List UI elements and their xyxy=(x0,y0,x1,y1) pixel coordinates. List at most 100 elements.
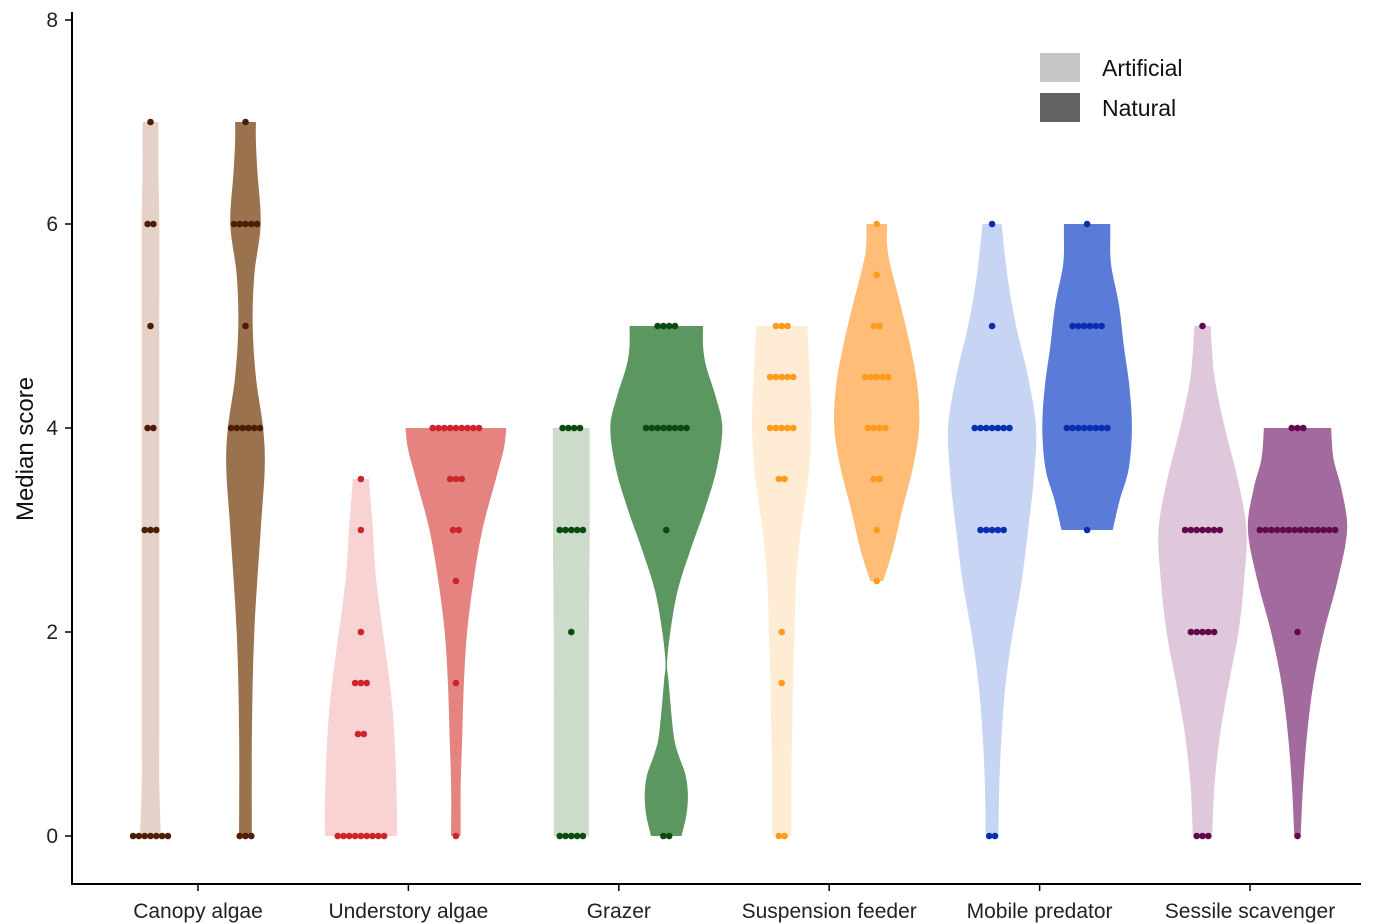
point-mobile-predator-natural xyxy=(1075,322,1082,330)
point-mobile-predator-natural xyxy=(1092,424,1100,432)
point-canopy-algae-natural xyxy=(236,832,243,840)
point-sessile-scavenger-natural xyxy=(1331,526,1339,534)
point-sessile-scavenger-natural xyxy=(1273,526,1281,534)
legend-label-artificial: Artificial xyxy=(1102,55,1183,81)
point-mobile-predator-artificial xyxy=(971,424,978,432)
point-suspension-feeder-natural xyxy=(876,322,883,330)
point-grazer-natural xyxy=(642,424,650,432)
point-canopy-algae-natural xyxy=(253,220,261,228)
point-mobile-predator-natural xyxy=(1083,220,1091,228)
point-suspension-feeder-artificial xyxy=(766,373,774,381)
point-mobile-predator-artificial xyxy=(1006,424,1013,432)
point-sessile-scavenger-natural xyxy=(1314,526,1322,534)
point-suspension-feeder-natural xyxy=(861,373,869,381)
violin-suspension-feeder-natural xyxy=(834,224,920,581)
point-grazer-artificial xyxy=(556,526,563,534)
point-suspension-feeder-natural xyxy=(870,322,878,330)
point-understory-algae-natural xyxy=(452,679,460,687)
point-mobile-predator-artificial xyxy=(988,526,996,534)
point-suspension-feeder-artificial xyxy=(778,628,785,636)
point-grazer-natural xyxy=(683,424,690,432)
point-sessile-scavenger-natural xyxy=(1294,424,1301,432)
point-suspension-feeder-natural xyxy=(885,373,892,381)
point-suspension-feeder-natural xyxy=(873,220,880,228)
point-grazer-natural xyxy=(671,322,679,330)
y-tick-label-2: 2 xyxy=(46,621,58,644)
point-grazer-natural xyxy=(654,424,661,432)
point-grazer-natural xyxy=(671,424,679,432)
point-mobile-predator-natural xyxy=(1069,322,1076,330)
point-mobile-predator-natural xyxy=(1086,322,1094,330)
point-suspension-feeder-artificial xyxy=(784,424,791,432)
point-grazer-natural xyxy=(665,424,673,432)
point-mobile-predator-artificial xyxy=(1000,526,1007,534)
point-sessile-scavenger-natural xyxy=(1294,628,1301,636)
point-sessile-scavenger-artificial xyxy=(1193,628,1200,636)
point-understory-algae-natural xyxy=(452,577,460,585)
axes-layer: 0 2 4 6 8 Canopy algae Understory algae Grazer… xyxy=(12,9,1361,923)
violins-layer xyxy=(140,122,1348,836)
point-sessile-scavenger-natural xyxy=(1288,424,1295,432)
point-canopy-algae-artificial xyxy=(141,832,148,840)
point-sessile-scavenger-natural xyxy=(1297,526,1304,534)
point-canopy-algae-artificial xyxy=(144,424,151,432)
point-sessile-scavenger-artificial xyxy=(1187,526,1195,534)
point-understory-algae-natural xyxy=(458,424,466,432)
point-understory-algae-natural xyxy=(446,475,454,483)
point-understory-algae-natural xyxy=(452,424,460,432)
point-canopy-algae-natural xyxy=(239,424,246,432)
point-grazer-artificial xyxy=(556,832,563,840)
point-understory-algae-artificial xyxy=(357,526,365,534)
point-mobile-predator-natural xyxy=(1083,526,1091,534)
point-canopy-algae-artificial xyxy=(141,526,148,534)
point-sessile-scavenger-natural xyxy=(1268,526,1275,534)
point-suspension-feeder-artificial xyxy=(778,424,785,432)
violin-understory-algae-artificial xyxy=(324,479,398,836)
point-canopy-algae-natural xyxy=(230,220,238,228)
point-understory-algae-artificial xyxy=(351,679,359,687)
point-understory-algae-artificial xyxy=(346,832,353,840)
point-understory-algae-natural xyxy=(464,424,471,432)
point-sessile-scavenger-natural xyxy=(1294,832,1301,840)
point-mobile-predator-artificial xyxy=(983,424,990,432)
point-grazer-artificial xyxy=(579,832,587,840)
point-grazer-artificial xyxy=(559,424,566,432)
point-grazer-artificial xyxy=(573,526,581,534)
point-mobile-predator-natural xyxy=(1098,322,1105,330)
point-canopy-algae-artificial xyxy=(144,220,151,228)
legend-swatch-natural xyxy=(1040,93,1080,122)
point-sessile-scavenger-artificial xyxy=(1193,832,1200,840)
legend: Artificial Natural xyxy=(1040,53,1183,122)
point-suspension-feeder-artificial xyxy=(766,424,774,432)
point-suspension-feeder-natural xyxy=(870,424,878,432)
point-canopy-algae-natural xyxy=(233,424,241,432)
point-understory-algae-artificial xyxy=(354,730,362,738)
violin-grazer-natural xyxy=(610,326,723,836)
point-understory-algae-artificial xyxy=(363,679,371,687)
point-suspension-feeder-natural xyxy=(873,271,880,279)
point-canopy-algae-natural xyxy=(242,832,249,840)
point-understory-algae-artificial xyxy=(357,832,365,840)
point-mobile-predator-natural xyxy=(1063,424,1071,432)
point-mobile-predator-natural xyxy=(1104,424,1111,432)
point-sessile-scavenger-artificial xyxy=(1199,322,1206,330)
point-suspension-feeder-natural xyxy=(876,475,883,483)
point-canopy-algae-natural xyxy=(236,220,243,228)
point-understory-algae-natural xyxy=(452,832,460,840)
point-sessile-scavenger-natural xyxy=(1326,526,1333,534)
point-sessile-scavenger-artificial xyxy=(1199,832,1206,840)
point-grazer-artificial xyxy=(562,832,569,840)
y-tick-label-6: 6 xyxy=(46,213,58,236)
point-mobile-predator-artificial xyxy=(988,424,996,432)
point-suspension-feeder-natural xyxy=(873,577,880,585)
x-tick-label-grazer: Grazer xyxy=(587,900,651,923)
point-grazer-artificial xyxy=(570,424,578,432)
point-mobile-predator-artificial xyxy=(994,526,1002,534)
point-grazer-natural xyxy=(654,322,661,330)
point-mobile-predator-natural xyxy=(1069,424,1076,432)
point-suspension-feeder-artificial xyxy=(790,373,797,381)
legend-swatch-artificial xyxy=(1040,53,1080,82)
point-grazer-artificial xyxy=(562,526,569,534)
violin-understory-algae-natural xyxy=(405,428,507,836)
point-sessile-scavenger-artificial xyxy=(1210,526,1218,534)
